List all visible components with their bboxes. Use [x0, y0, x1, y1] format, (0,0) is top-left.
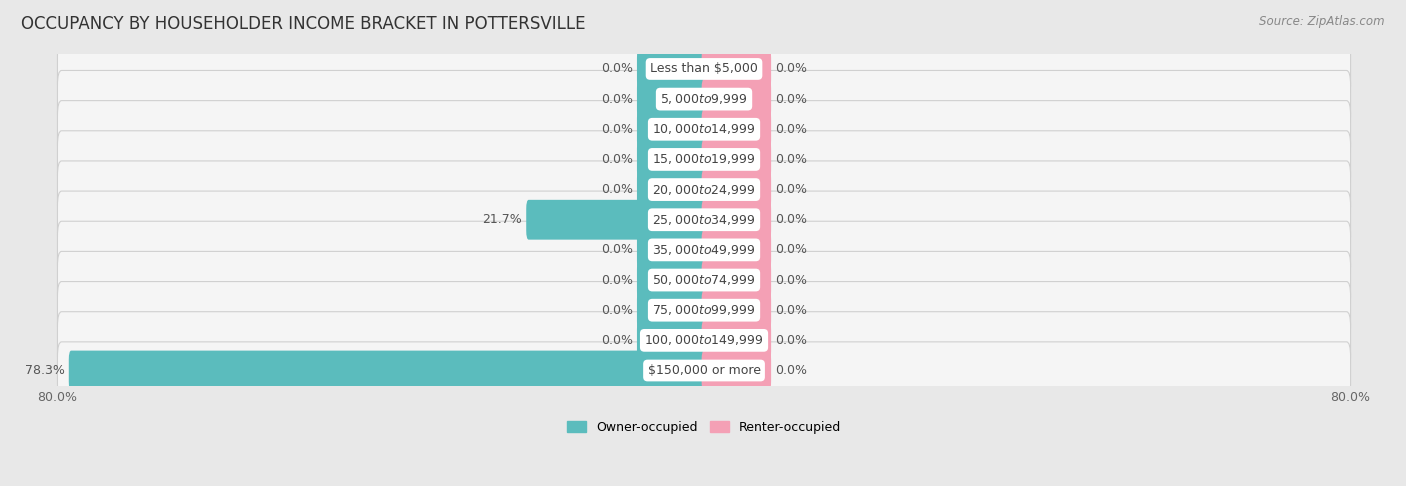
- FancyBboxPatch shape: [702, 290, 770, 330]
- Text: 0.0%: 0.0%: [775, 93, 807, 105]
- Text: Source: ZipAtlas.com: Source: ZipAtlas.com: [1260, 15, 1385, 28]
- FancyBboxPatch shape: [702, 109, 770, 149]
- Text: Less than $5,000: Less than $5,000: [650, 63, 758, 75]
- Text: 0.0%: 0.0%: [775, 123, 807, 136]
- Text: $15,000 to $19,999: $15,000 to $19,999: [652, 153, 756, 166]
- FancyBboxPatch shape: [702, 49, 770, 89]
- Text: 0.0%: 0.0%: [775, 63, 807, 75]
- Text: 78.3%: 78.3%: [25, 364, 65, 377]
- Text: 0.0%: 0.0%: [600, 334, 633, 347]
- Text: 0.0%: 0.0%: [600, 153, 633, 166]
- Text: 0.0%: 0.0%: [775, 364, 807, 377]
- FancyBboxPatch shape: [702, 170, 770, 209]
- Text: 0.0%: 0.0%: [600, 63, 633, 75]
- FancyBboxPatch shape: [69, 350, 706, 390]
- FancyBboxPatch shape: [702, 260, 770, 300]
- FancyBboxPatch shape: [58, 251, 1351, 309]
- FancyBboxPatch shape: [58, 161, 1351, 218]
- Text: 0.0%: 0.0%: [775, 274, 807, 287]
- Text: 0.0%: 0.0%: [775, 304, 807, 317]
- Text: OCCUPANCY BY HOUSEHOLDER INCOME BRACKET IN POTTERSVILLE: OCCUPANCY BY HOUSEHOLDER INCOME BRACKET …: [21, 15, 585, 33]
- Text: 0.0%: 0.0%: [600, 93, 633, 105]
- FancyBboxPatch shape: [58, 221, 1351, 278]
- FancyBboxPatch shape: [702, 350, 770, 390]
- FancyBboxPatch shape: [702, 79, 770, 119]
- Text: 0.0%: 0.0%: [775, 243, 807, 257]
- FancyBboxPatch shape: [702, 200, 770, 240]
- FancyBboxPatch shape: [637, 49, 706, 89]
- FancyBboxPatch shape: [637, 320, 706, 360]
- FancyBboxPatch shape: [637, 109, 706, 149]
- FancyBboxPatch shape: [637, 260, 706, 300]
- Text: $10,000 to $14,999: $10,000 to $14,999: [652, 122, 756, 136]
- Text: 21.7%: 21.7%: [482, 213, 522, 226]
- FancyBboxPatch shape: [58, 191, 1351, 248]
- Text: $50,000 to $74,999: $50,000 to $74,999: [652, 273, 756, 287]
- Text: $75,000 to $99,999: $75,000 to $99,999: [652, 303, 756, 317]
- Legend: Owner-occupied, Renter-occupied: Owner-occupied, Renter-occupied: [562, 416, 846, 439]
- FancyBboxPatch shape: [637, 79, 706, 119]
- Text: 0.0%: 0.0%: [600, 304, 633, 317]
- FancyBboxPatch shape: [702, 230, 770, 270]
- Text: $35,000 to $49,999: $35,000 to $49,999: [652, 243, 756, 257]
- FancyBboxPatch shape: [702, 320, 770, 360]
- FancyBboxPatch shape: [637, 139, 706, 179]
- Text: 0.0%: 0.0%: [600, 274, 633, 287]
- FancyBboxPatch shape: [58, 312, 1351, 369]
- FancyBboxPatch shape: [58, 101, 1351, 158]
- Text: $100,000 to $149,999: $100,000 to $149,999: [644, 333, 763, 347]
- FancyBboxPatch shape: [637, 290, 706, 330]
- FancyBboxPatch shape: [58, 40, 1351, 98]
- Text: 0.0%: 0.0%: [775, 153, 807, 166]
- FancyBboxPatch shape: [702, 139, 770, 179]
- FancyBboxPatch shape: [58, 281, 1351, 339]
- Text: 0.0%: 0.0%: [600, 123, 633, 136]
- Text: 0.0%: 0.0%: [775, 334, 807, 347]
- Text: 0.0%: 0.0%: [775, 183, 807, 196]
- Text: $20,000 to $24,999: $20,000 to $24,999: [652, 183, 756, 196]
- FancyBboxPatch shape: [58, 342, 1351, 399]
- FancyBboxPatch shape: [526, 200, 706, 240]
- Text: 0.0%: 0.0%: [775, 213, 807, 226]
- Text: $5,000 to $9,999: $5,000 to $9,999: [661, 92, 748, 106]
- FancyBboxPatch shape: [637, 230, 706, 270]
- Text: $25,000 to $34,999: $25,000 to $34,999: [652, 213, 756, 227]
- Text: $150,000 or more: $150,000 or more: [648, 364, 761, 377]
- FancyBboxPatch shape: [58, 70, 1351, 128]
- Text: 0.0%: 0.0%: [600, 243, 633, 257]
- FancyBboxPatch shape: [637, 170, 706, 209]
- FancyBboxPatch shape: [58, 131, 1351, 188]
- Text: 0.0%: 0.0%: [600, 183, 633, 196]
